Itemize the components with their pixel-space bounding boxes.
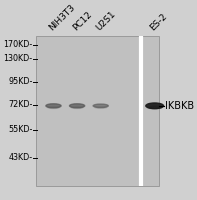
Text: 43KD-: 43KD- (8, 153, 32, 162)
Ellipse shape (46, 104, 61, 108)
Text: ES-2: ES-2 (148, 12, 169, 32)
Text: 55KD-: 55KD- (8, 125, 32, 134)
Text: 130KD-: 130KD- (3, 54, 32, 63)
Bar (36, 36, 159, 186)
Text: 72KD-: 72KD- (8, 100, 32, 109)
Ellipse shape (146, 103, 164, 109)
Ellipse shape (95, 107, 106, 108)
Ellipse shape (93, 104, 108, 108)
Text: 95KD-: 95KD- (8, 77, 32, 86)
Text: PC12: PC12 (71, 10, 93, 32)
Ellipse shape (48, 107, 59, 108)
Text: U2S1: U2S1 (94, 9, 117, 32)
Ellipse shape (71, 107, 83, 108)
Ellipse shape (70, 104, 85, 108)
Text: IKBKB: IKBKB (165, 101, 194, 111)
Text: 170KD-: 170KD- (3, 40, 32, 49)
Ellipse shape (148, 106, 161, 109)
Text: NIH3T3: NIH3T3 (47, 3, 77, 32)
